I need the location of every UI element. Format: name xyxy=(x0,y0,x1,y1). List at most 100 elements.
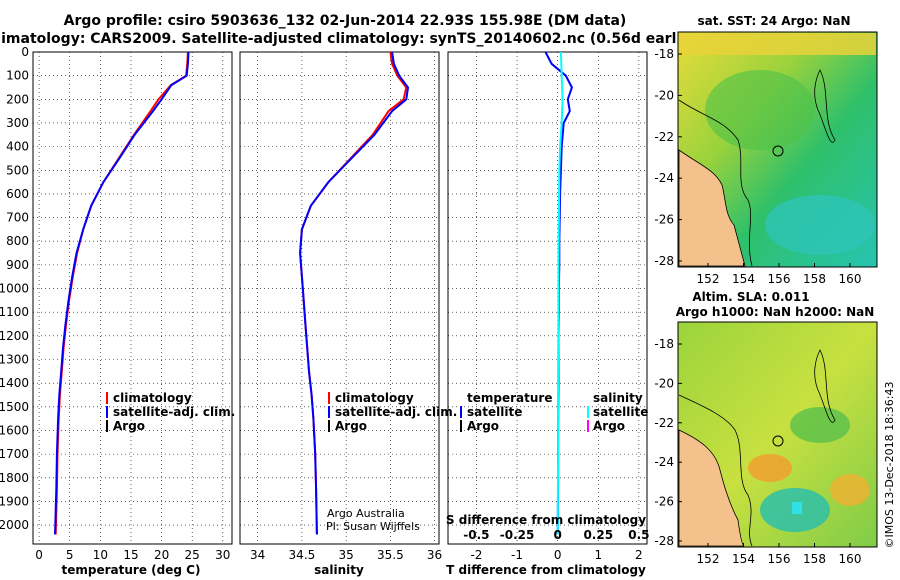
depth-tick-label: 1000 xyxy=(0,282,29,296)
s-difference-tick-label: 0 xyxy=(553,528,561,542)
depth-tick-label: 2000 xyxy=(0,518,29,532)
legend-label-argo: Argo xyxy=(335,419,367,433)
sst-map-seamount xyxy=(772,145,784,157)
sla-map-high-1 xyxy=(748,454,792,482)
x-tick-label: 34 xyxy=(250,548,265,562)
sla-map-high-2 xyxy=(830,474,870,506)
depth-tick-label: 400 xyxy=(6,140,29,154)
title-line-1: Argo profile: csiro 5903636_132 02-Jun-2… xyxy=(64,13,627,29)
map-latitude-label: -20 xyxy=(654,376,674,390)
map-longitude-label: 154 xyxy=(732,552,755,566)
x-tick-labels: 0 5 10 15 20 25 30 34 34.5 35 35.5 36 -2 -1 0 1 2 -0.5 -0.… xyxy=(35,528,649,562)
legend-label-climatology: climatology xyxy=(113,391,192,405)
map-longitude-label: 160 xyxy=(839,552,862,566)
imos-credit: ©IMOS 13-Dec-2018 18:36:43 xyxy=(883,382,896,549)
depth-tick-label: 600 xyxy=(6,187,29,201)
x-tick-label: 30 xyxy=(215,548,230,562)
x-tick-label: 35.5 xyxy=(377,548,404,562)
map-longitude-label: 152 xyxy=(697,552,720,566)
x-tick-label: 10 xyxy=(93,548,108,562)
legend-label-s-satellite: satellite xyxy=(593,405,648,419)
depth-tick-label: 1600 xyxy=(0,423,29,437)
map-latitude-label: -20 xyxy=(654,88,674,102)
depth-tick-label: 700 xyxy=(6,211,29,225)
sst-map-ticks: 152 154 156 158 160 -18 -20 -22 -24 -26 -28 xyxy=(654,47,861,286)
map-latitude-label: -18 xyxy=(654,337,674,351)
depth-tick-label: 1100 xyxy=(0,305,29,319)
legend-label-argo: Argo xyxy=(113,419,145,433)
sla-map-land xyxy=(678,429,745,547)
sst-map-bathymetry xyxy=(678,69,836,267)
difference-legend-salinity: salinity satellite Argo xyxy=(587,391,648,433)
x-tick-label: 0 xyxy=(554,548,562,562)
map-longitude-label: 158 xyxy=(803,272,826,286)
sla-map-low-core xyxy=(792,502,802,514)
sla-map-bathymetry xyxy=(678,349,836,547)
legend-label-satellite: satellite-adj. clim. xyxy=(335,405,457,419)
data-series xyxy=(54,51,573,535)
sst-map-warm-band xyxy=(679,33,876,55)
legend-label-s-argo: Argo xyxy=(593,419,625,433)
x-tick-label: -1 xyxy=(511,548,523,562)
temperature-legend: climatology satellite-adj. clim. Argo xyxy=(106,391,235,433)
depth-tick-labels: 0 100 200 300 400 500 600 700 800 900 1000 1100 1200… xyxy=(0,45,29,532)
depth-tick-label: 1400 xyxy=(0,376,29,390)
x-tick-label: 5 xyxy=(66,548,74,562)
sst-map-land xyxy=(678,149,746,267)
x-tick-label: 20 xyxy=(154,548,169,562)
legend-label-t-argo: Argo xyxy=(467,419,499,433)
map-latitude-label: -18 xyxy=(654,47,674,61)
salinity-plot-frame xyxy=(239,51,440,545)
depth-tick-label: 1700 xyxy=(0,447,29,461)
map-latitude-label: -26 xyxy=(654,495,674,509)
depth-tick-label: 1800 xyxy=(0,471,29,485)
map-latitude-label: -28 xyxy=(654,254,674,268)
legend-title-temperature: temperature xyxy=(467,391,552,405)
x-tick-label: 34.5 xyxy=(289,548,316,562)
s-difference-tick-label: -0.25 xyxy=(500,528,535,542)
x-tick-label: 0 xyxy=(35,548,43,562)
map-longitude-label: 156 xyxy=(768,272,791,286)
map-latitude-label: -22 xyxy=(654,416,674,430)
x-tick-label: 35 xyxy=(338,548,353,562)
sst-map-title: sat. SST: 24 Argo: NaN xyxy=(697,14,850,28)
sla-map-title-2: Argo h1000: NaN h2000: NaN xyxy=(676,305,875,319)
depth-tick-label: 200 xyxy=(6,92,29,106)
sla-map-green-1 xyxy=(790,407,850,443)
s-difference-tick-label: 0.5 xyxy=(628,528,649,542)
map-longitude-label: 158 xyxy=(803,552,826,566)
credit-argo-australia: Argo Australia xyxy=(327,507,405,520)
t-difference-axis-label: T difference from climatology xyxy=(446,563,646,577)
map-longitude-label: 154 xyxy=(732,272,755,286)
x-tick-label: 2 xyxy=(635,548,643,562)
sla-map xyxy=(677,321,878,548)
map-longitude-label: 160 xyxy=(839,272,862,286)
depth-tick-label: 0 xyxy=(21,45,29,59)
legend-label-climatology: climatology xyxy=(335,391,414,405)
series-line-s-satellite xyxy=(556,51,564,535)
salinity-legend: climatology satellite-adj. clim. Argo xyxy=(328,391,457,433)
depth-tick-label: 1200 xyxy=(0,329,29,343)
salinity-axis-label: salinity xyxy=(314,563,364,577)
temperature-plot-frame xyxy=(32,51,233,545)
sla-map-seamount xyxy=(772,435,784,447)
map-latitude-label: -22 xyxy=(654,130,674,144)
map-latitude-label: -24 xyxy=(654,455,674,469)
map-latitude-label: -24 xyxy=(654,171,674,185)
x-tick-label: 1 xyxy=(594,548,602,562)
legend-label-satellite: satellite-adj. clim. xyxy=(113,405,235,419)
sst-map-green-patch xyxy=(705,70,815,150)
depth-tick-label: 1300 xyxy=(0,353,29,367)
depth-tick-label: 300 xyxy=(6,116,29,130)
depth-tick-label: 800 xyxy=(6,234,29,248)
x-tick-label: -2 xyxy=(470,548,482,562)
series-line-satellite-adj-clim- xyxy=(299,51,410,535)
title-line-2: Climatology: CARS2009. Satellite-adjuste… xyxy=(0,31,704,47)
series-line-satellite-adj-clim- xyxy=(54,51,190,535)
sst-map xyxy=(677,31,878,268)
difference-plot-frame xyxy=(447,51,648,545)
depth-tick-label: 1500 xyxy=(0,400,29,414)
credit-pi: PI: Susan Wijffels xyxy=(326,520,420,533)
sla-map-ticks: 152 154 156 158 160 -18 -20 -22 -24 -26 -28 xyxy=(654,337,861,566)
